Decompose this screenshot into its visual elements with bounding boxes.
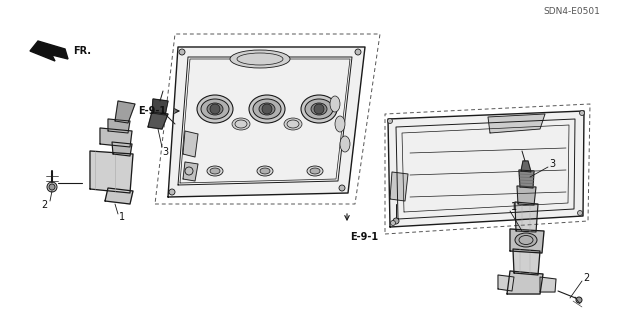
- Ellipse shape: [49, 184, 55, 190]
- Ellipse shape: [207, 166, 223, 176]
- Circle shape: [579, 110, 584, 115]
- Circle shape: [390, 220, 396, 226]
- Ellipse shape: [330, 96, 340, 112]
- Circle shape: [210, 104, 220, 114]
- Circle shape: [387, 118, 392, 123]
- Circle shape: [179, 49, 185, 55]
- Polygon shape: [507, 271, 543, 294]
- Ellipse shape: [210, 168, 220, 174]
- Ellipse shape: [207, 103, 223, 115]
- Ellipse shape: [515, 233, 537, 247]
- Circle shape: [393, 218, 399, 224]
- Polygon shape: [498, 275, 514, 291]
- Ellipse shape: [340, 136, 350, 152]
- Circle shape: [355, 49, 361, 55]
- Polygon shape: [517, 186, 536, 205]
- Circle shape: [262, 104, 272, 114]
- Polygon shape: [115, 101, 135, 123]
- Text: 3: 3: [162, 147, 168, 157]
- Ellipse shape: [260, 168, 270, 174]
- Circle shape: [576, 297, 582, 303]
- Ellipse shape: [253, 99, 281, 119]
- Circle shape: [314, 104, 324, 114]
- Polygon shape: [390, 172, 408, 201]
- Circle shape: [577, 211, 582, 216]
- Ellipse shape: [249, 95, 285, 123]
- Polygon shape: [108, 119, 130, 133]
- Text: 1: 1: [119, 212, 125, 222]
- Text: 1: 1: [511, 202, 517, 212]
- Ellipse shape: [301, 95, 337, 123]
- Text: SDN4-E0501: SDN4-E0501: [543, 6, 600, 16]
- Ellipse shape: [307, 166, 323, 176]
- Ellipse shape: [201, 99, 229, 119]
- Polygon shape: [112, 142, 132, 156]
- Text: FR.: FR.: [73, 46, 91, 56]
- Polygon shape: [388, 111, 584, 227]
- Polygon shape: [183, 131, 198, 157]
- Ellipse shape: [284, 118, 302, 130]
- Ellipse shape: [47, 182, 57, 192]
- Ellipse shape: [257, 166, 273, 176]
- Polygon shape: [515, 202, 538, 232]
- Ellipse shape: [230, 50, 290, 68]
- Polygon shape: [148, 112, 168, 129]
- Ellipse shape: [311, 103, 327, 115]
- Ellipse shape: [305, 99, 333, 119]
- Polygon shape: [100, 128, 132, 147]
- Circle shape: [169, 189, 175, 195]
- Text: 2: 2: [41, 200, 47, 210]
- Polygon shape: [30, 41, 68, 61]
- Ellipse shape: [232, 118, 250, 130]
- Polygon shape: [510, 229, 544, 253]
- Polygon shape: [540, 277, 556, 292]
- Text: 3: 3: [549, 159, 555, 169]
- Text: E-9-1: E-9-1: [138, 106, 166, 116]
- Circle shape: [339, 185, 345, 191]
- Text: E-9-1: E-9-1: [350, 232, 378, 242]
- Polygon shape: [168, 47, 365, 197]
- Polygon shape: [90, 151, 133, 193]
- Text: 2: 2: [583, 273, 589, 283]
- Ellipse shape: [310, 168, 320, 174]
- Polygon shape: [513, 249, 540, 275]
- Ellipse shape: [259, 103, 275, 115]
- Polygon shape: [105, 188, 133, 204]
- Ellipse shape: [335, 116, 345, 132]
- Polygon shape: [152, 99, 168, 115]
- Polygon shape: [488, 114, 545, 133]
- Polygon shape: [183, 162, 198, 181]
- Polygon shape: [521, 161, 531, 172]
- Ellipse shape: [197, 95, 233, 123]
- Polygon shape: [519, 170, 534, 188]
